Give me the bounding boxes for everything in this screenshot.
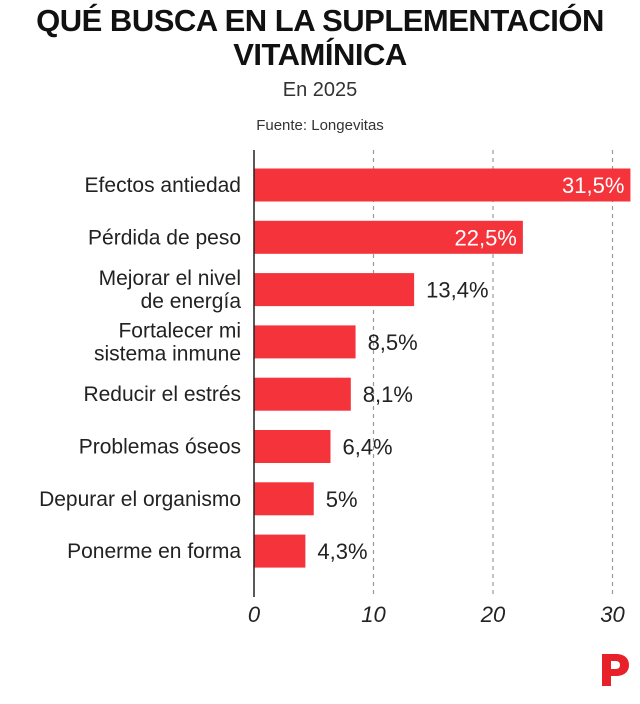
- category-label-6: Depurar el organismo: [39, 488, 241, 511]
- x-tick-label-10: 10: [361, 602, 386, 627]
- chart-title: QUÉ BUSCA EN LA SUPLEMENTACIÓN VITAMÍNIC…: [0, 4, 640, 72]
- publisher-p-logo-icon: [600, 652, 630, 693]
- category-label-4: Reducir el estrés: [83, 383, 241, 406]
- category-label-2: Mejorar el nivel de energía: [99, 267, 242, 313]
- category-label-0: Efectos antiedad: [85, 174, 241, 197]
- bar-5: [254, 430, 331, 463]
- chart-title-line-2: VITAMÍNICA: [233, 37, 407, 72]
- category-label-5: Problemas óseos: [79, 436, 241, 459]
- category-label-7: Ponerme en forma: [67, 540, 241, 563]
- x-tick-label-30: 30: [600, 602, 625, 627]
- bar-6: [254, 482, 314, 516]
- bar-1: [254, 220, 523, 254]
- value-label-3: 8,5%: [368, 330, 418, 355]
- chart-title-line-1: QUÉ BUSCA EN LA SUPLEMENTACIÓN: [36, 3, 604, 38]
- bar-2: [254, 273, 415, 307]
- value-label-0: 31,5%: [562, 173, 624, 198]
- value-label-1: 22,5%: [454, 225, 516, 250]
- x-tick-label-0: 0: [248, 602, 261, 627]
- x-tick-label-20: 20: [480, 602, 506, 627]
- category-label-1: Pérdida de peso: [88, 226, 241, 249]
- chart-subtitle: En 2025: [282, 79, 358, 101]
- value-label-2: 13,4%: [426, 278, 488, 303]
- bar-4: [254, 377, 351, 411]
- chart-source: Fuente: Longevitas: [256, 117, 384, 134]
- value-label-7: 4,3%: [317, 539, 367, 564]
- bar-0: [254, 168, 631, 202]
- value-label-5: 6,4%: [342, 435, 392, 460]
- bar-7: [254, 534, 306, 568]
- bar-3: [254, 325, 356, 359]
- value-label-6: 5%: [326, 487, 358, 512]
- value-label-4: 8,1%: [363, 382, 413, 407]
- category-label-3: Fortalecer mi sistema inmune: [94, 319, 241, 365]
